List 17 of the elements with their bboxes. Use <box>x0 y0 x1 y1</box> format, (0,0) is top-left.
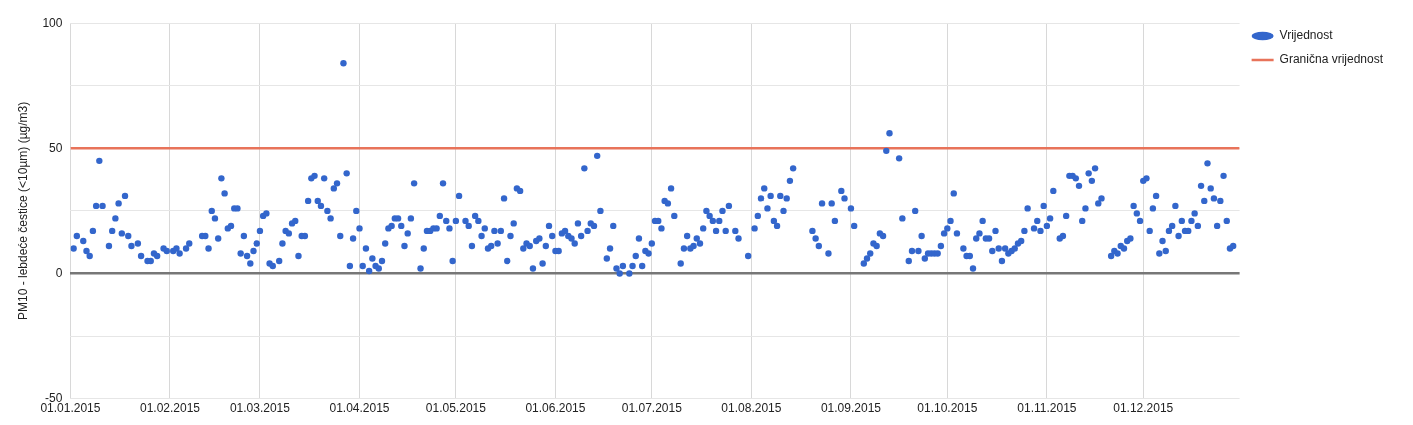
y-tick-label: 0 <box>55 265 63 280</box>
x-tick-label: 01.05.2015 <box>425 401 487 416</box>
legend-label: Granična vrijednost <box>1279 52 1384 67</box>
x-tick-label: 01.06.2015 <box>525 401 586 416</box>
y-axis-title: PM10 - lebdeće čestice (<10µm) (µg/m3) <box>15 101 30 321</box>
x-tick-label: 01.02.2015 <box>139 401 201 416</box>
x-tick-label: 01.11.2015 <box>1017 401 1077 416</box>
y-tick-label: 50 <box>49 140 63 155</box>
x-tick-label: 01.04.2015 <box>329 401 390 416</box>
legend-label: Vrijednost <box>1279 28 1334 43</box>
x-tick-label: 01.10.2015 <box>917 401 978 416</box>
x-tick-label: 01.03.2015 <box>229 401 291 416</box>
x-tick-label: 01.12.2015 <box>1113 401 1174 416</box>
x-tick-label: 01.09.2015 <box>820 401 882 416</box>
x-tick-label: 01.07.2015 <box>621 401 683 416</box>
y-tick-label: 100 <box>42 15 63 30</box>
x-tick-label: 01.08.2015 <box>721 401 782 416</box>
